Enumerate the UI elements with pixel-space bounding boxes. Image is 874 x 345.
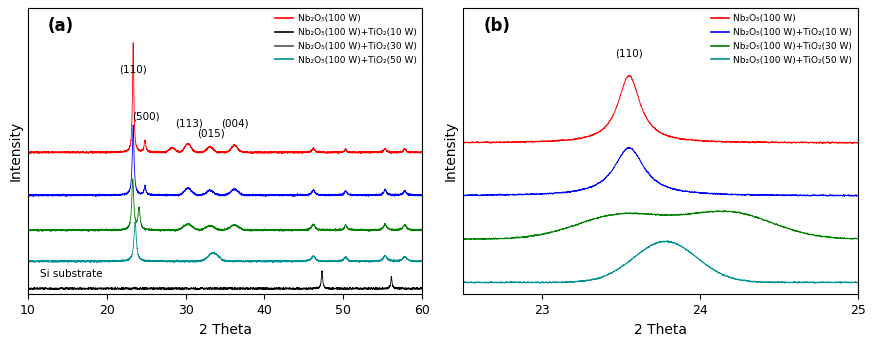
Text: (110): (110) [615,49,643,59]
Text: Si substrate: Si substrate [39,269,102,279]
Text: (110): (110) [119,65,147,75]
Text: (500): (500) [132,111,160,121]
X-axis label: 2 Theta: 2 Theta [635,323,687,337]
Text: (015): (015) [197,129,225,139]
X-axis label: 2 Theta: 2 Theta [198,323,252,337]
Y-axis label: Intensity: Intensity [9,121,23,181]
Text: (a): (a) [47,17,73,35]
Y-axis label: Intensity: Intensity [444,121,458,181]
Text: (113): (113) [176,119,204,129]
Text: (b): (b) [483,17,510,35]
Legend: Nb₂O₅(100 W), Nb₂O₅(100 W)+TiO₂(10 W), Nb₂O₅(100 W)+TiO₂(30 W), Nb₂O₅(100 W)+TiO: Nb₂O₅(100 W), Nb₂O₅(100 W)+TiO₂(10 W), N… [272,10,420,68]
Legend: Nb₂O₅(100 W), Nb₂O₅(100 W)+TiO₂(10 W), Nb₂O₅(100 W)+TiO₂(30 W), Nb₂O₅(100 W)+TiO: Nb₂O₅(100 W), Nb₂O₅(100 W)+TiO₂(10 W), N… [707,10,856,68]
Text: (004): (004) [220,119,248,129]
